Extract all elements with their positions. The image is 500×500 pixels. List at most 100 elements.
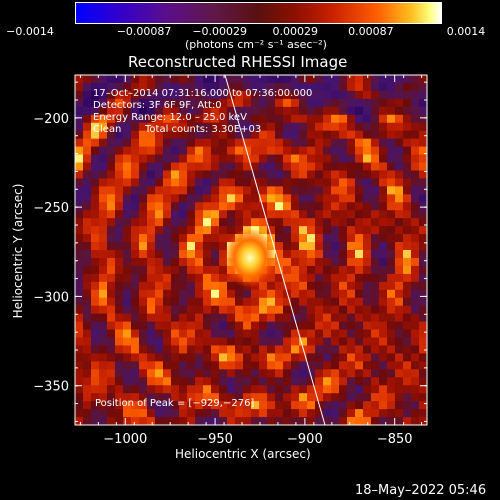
heatmap-cell bbox=[187, 409, 196, 418]
heatmap-cell bbox=[315, 154, 324, 164]
heatmap-cell bbox=[203, 218, 212, 227]
heatmap-cell bbox=[267, 345, 276, 354]
heatmap-cell bbox=[147, 321, 156, 331]
heatmap-cell bbox=[171, 226, 180, 235]
heatmap-cell bbox=[187, 122, 196, 132]
heatmap-cell bbox=[139, 417, 148, 425]
heatmap-cell bbox=[411, 170, 420, 179]
heatmap-cell bbox=[355, 377, 364, 386]
heatmap-cell bbox=[339, 90, 348, 100]
heatmap-cell bbox=[211, 361, 220, 370]
heatmap-cell bbox=[395, 114, 404, 124]
heatmap-cell bbox=[115, 257, 124, 267]
heatmap-cell bbox=[363, 218, 372, 227]
heatmap-cell bbox=[155, 281, 164, 291]
heatmap-cell bbox=[219, 377, 228, 386]
heatmap-cell bbox=[187, 289, 196, 299]
heatmap-cell bbox=[339, 337, 348, 347]
heatmap-cell bbox=[307, 162, 316, 172]
heatmap-cell bbox=[387, 218, 396, 227]
heatmap-cell bbox=[107, 369, 116, 378]
heatmap-cell bbox=[355, 218, 364, 227]
heatmap-cell bbox=[267, 369, 276, 378]
heatmap-cell bbox=[387, 202, 396, 211]
heatmap-cell bbox=[411, 289, 420, 299]
heatmap-cell bbox=[91, 345, 100, 354]
heatmap-cell bbox=[171, 234, 180, 243]
heatmap-cell bbox=[411, 106, 420, 116]
heatmap-cell bbox=[227, 194, 236, 203]
heatmap-cell bbox=[83, 90, 92, 100]
heatmap-cell bbox=[339, 385, 348, 394]
heatmap-cell bbox=[107, 273, 116, 283]
heatmap-cell bbox=[235, 361, 244, 370]
heatmap-cell bbox=[203, 273, 212, 283]
heatmap-cell bbox=[379, 130, 388, 140]
heatmap-cell bbox=[115, 82, 124, 92]
heatmap-cell bbox=[371, 361, 380, 370]
heatmap-cell bbox=[291, 170, 300, 179]
heatmap-cell bbox=[227, 154, 236, 164]
heatmap-cell bbox=[363, 250, 372, 259]
heatmap-cell bbox=[155, 353, 164, 362]
heatmap-cell bbox=[411, 250, 420, 259]
heatmap-cell bbox=[107, 305, 116, 315]
heatmap-cell bbox=[307, 401, 316, 410]
heatmap-cell bbox=[291, 154, 300, 164]
heatmap-cell bbox=[323, 305, 332, 315]
heatmap-cell bbox=[123, 162, 132, 172]
heatmap-cell bbox=[323, 114, 332, 124]
heatmap-cell bbox=[75, 353, 84, 362]
heatmap-cell bbox=[123, 369, 132, 378]
heatmap-cell bbox=[259, 90, 268, 100]
heatmap-cell bbox=[75, 377, 84, 386]
heatmap-cell bbox=[163, 210, 172, 219]
heatmap-cell bbox=[131, 82, 140, 92]
heatmap-cell bbox=[83, 242, 92, 251]
heatmap-cell bbox=[331, 154, 340, 164]
heatmap-cell bbox=[307, 130, 316, 140]
heatmap-cell bbox=[91, 226, 100, 235]
heatmap-cell bbox=[291, 417, 300, 425]
heatmap-cell bbox=[211, 265, 220, 275]
heatmap-cell bbox=[123, 122, 132, 132]
heatmap-cell bbox=[203, 369, 212, 378]
heatmap-cell bbox=[227, 345, 236, 354]
heatmap-cell bbox=[187, 146, 196, 156]
heatmap-cell bbox=[179, 146, 188, 156]
heatmap-cell bbox=[171, 218, 180, 227]
heatmap-cell bbox=[347, 75, 356, 84]
heatmap-cell bbox=[179, 393, 188, 402]
heatmap-cell bbox=[259, 186, 268, 195]
heatmap-cell bbox=[139, 242, 148, 251]
heatmap-cell bbox=[339, 369, 348, 378]
heatmap-cell bbox=[419, 369, 427, 378]
heatmap-cell bbox=[403, 393, 412, 402]
heatmap-cell bbox=[131, 273, 140, 283]
heatmap-cell bbox=[83, 82, 92, 92]
heatmap-cell bbox=[139, 138, 148, 148]
heatmap-cell bbox=[203, 361, 212, 370]
heatmap-cell bbox=[299, 154, 308, 164]
heatmap-cell bbox=[235, 417, 244, 425]
heatmap-cell bbox=[283, 361, 292, 370]
heatmap-cell bbox=[307, 122, 316, 132]
heatmap-cell bbox=[235, 305, 244, 315]
colorbar-tick-label: −0.0014 bbox=[6, 25, 54, 38]
heatmap-cell bbox=[187, 218, 196, 227]
annotation-total-counts: Total counts: 3.30E+03 bbox=[145, 124, 262, 135]
heatmap-cell bbox=[411, 90, 420, 100]
heatmap-cell bbox=[195, 305, 204, 315]
heatmap-cell bbox=[355, 138, 364, 148]
heatmap-cell bbox=[131, 337, 140, 347]
heatmap-cell bbox=[171, 154, 180, 164]
heatmap-cell bbox=[395, 369, 404, 378]
heatmap-cell bbox=[299, 202, 308, 211]
heatmap-cell bbox=[355, 170, 364, 179]
heatmap-cell bbox=[83, 353, 92, 362]
heatmap-cell bbox=[219, 417, 228, 425]
y-tick-label: −200 bbox=[33, 112, 69, 127]
heatmap-cell bbox=[243, 130, 252, 140]
heatmap-cell bbox=[155, 90, 164, 100]
heatmap-cell bbox=[267, 122, 276, 132]
